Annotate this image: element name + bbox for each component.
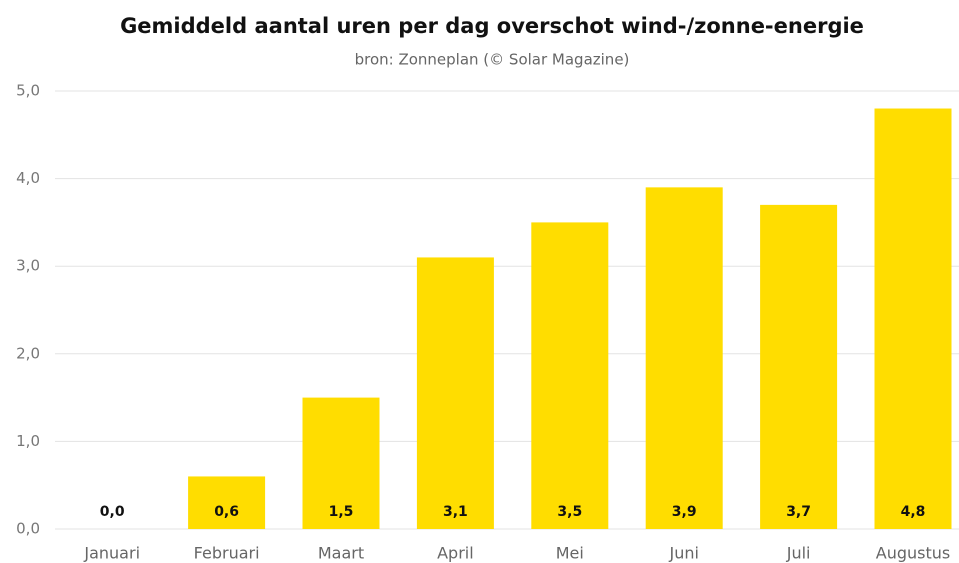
value-label: 1,5: [329, 504, 354, 520]
value-label: 3,9: [672, 504, 697, 520]
bar: [874, 108, 952, 530]
x-tick-label: April: [437, 544, 474, 563]
value-label: 4,8: [901, 504, 926, 520]
bar: [645, 187, 723, 530]
value-label: 3,5: [557, 504, 582, 520]
y-tick-label: 3,0: [16, 257, 40, 275]
bar: [416, 257, 494, 529]
value-label: 0,6: [214, 504, 239, 520]
y-tick-label: 1,0: [16, 432, 40, 450]
x-tick-label: Mei: [556, 544, 584, 563]
bar: [188, 476, 266, 529]
y-tick-label: 4,0: [16, 169, 40, 187]
x-tick-label: Maart: [318, 544, 364, 563]
chart-subtitle: bron: Zonneplan (© Solar Magazine): [355, 51, 630, 69]
chart-title: Gemiddeld aantal uren per dag overschot …: [120, 14, 864, 38]
y-tick-label: 2,0: [16, 344, 40, 362]
x-tick-label: Augustus: [876, 544, 950, 563]
x-tick-label: Februari: [194, 544, 260, 563]
value-label: 3,7: [786, 504, 811, 520]
x-tick-label: Januari: [83, 544, 140, 563]
x-tick-label: Juli: [786, 544, 811, 563]
bar: [302, 397, 380, 529]
y-tick-label: 5,0: [16, 82, 40, 100]
value-label: 0,0: [100, 504, 125, 520]
bar: [531, 222, 609, 529]
value-label: 3,1: [443, 504, 468, 520]
y-tick-label: 0,0: [16, 520, 40, 538]
bar: [760, 204, 838, 529]
x-tick-label: Juni: [668, 544, 698, 563]
